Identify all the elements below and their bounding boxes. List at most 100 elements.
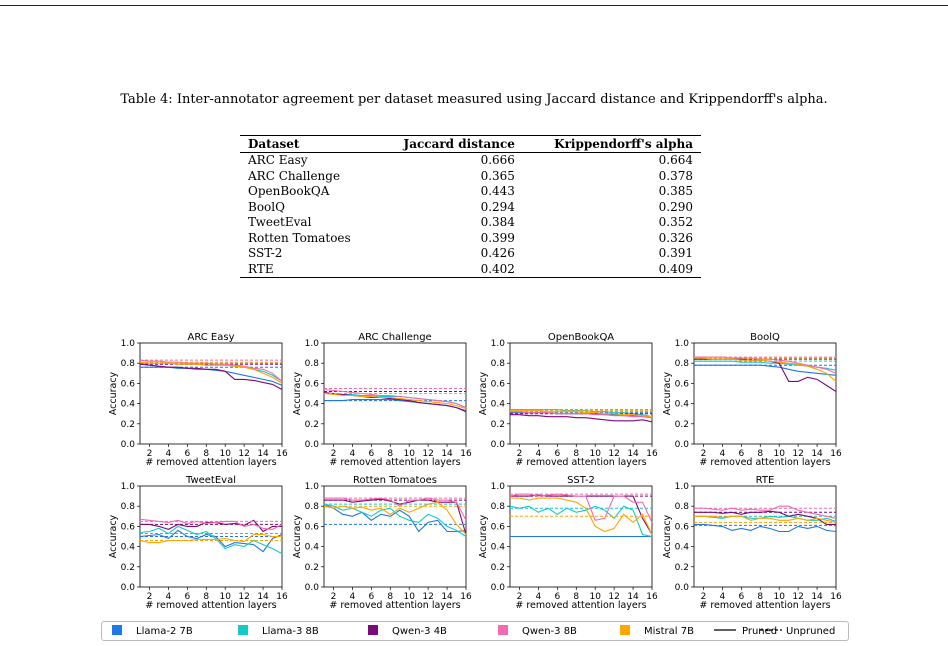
- x-tick-label: 10: [589, 449, 601, 459]
- x-tick-label: 12: [238, 592, 249, 602]
- cell-alpha: 0.326: [658, 230, 693, 245]
- x-tick-label: 16: [646, 449, 658, 459]
- cell-alpha: 0.409: [658, 261, 693, 276]
- y-axis-label: Accuracy: [108, 514, 119, 558]
- y-tick-label: 0.8: [491, 359, 506, 369]
- pruned-line: [694, 515, 837, 522]
- cell-alpha: 0.664: [658, 153, 693, 167]
- pruned-line: [139, 361, 283, 384]
- x-tick-label: 10: [773, 592, 785, 602]
- y-tick-label: 0.8: [305, 359, 320, 369]
- table-row: OpenBookQA 0.443 0.385: [240, 184, 701, 200]
- y-tick-label: 0.8: [491, 502, 506, 512]
- y-tick-label: 0.0: [491, 583, 506, 593]
- x-tick-label: 4: [350, 592, 356, 602]
- pruned-line: [694, 510, 836, 525]
- cell-dataset: TweetEval: [248, 215, 312, 229]
- cell-dataset: Rotten Tomatoes: [248, 230, 351, 245]
- y-axis-label: Accuracy: [478, 371, 489, 415]
- x-tick-label: 8: [203, 592, 209, 602]
- x-tick-label: 6: [738, 592, 744, 602]
- legend-swatch: [112, 625, 122, 635]
- panel-frame: [509, 342, 653, 445]
- panel-frame: [139, 342, 283, 445]
- y-axis-label: Accuracy: [108, 371, 119, 415]
- cell-dataset: ARC Easy: [248, 153, 308, 167]
- legend-label: Qwen-3 8B: [522, 626, 577, 637]
- y-tick-label: 0.2: [491, 420, 505, 430]
- table-row: BoolQ 0.294 0.290: [240, 200, 701, 216]
- x-tick-label: 16: [460, 592, 472, 602]
- y-tick-label: 0.8: [121, 359, 136, 369]
- y-axis-label: Accuracy: [292, 514, 303, 558]
- y-tick-label: 0.2: [121, 563, 135, 573]
- panel-title: Rotten Tomatoes: [353, 475, 437, 486]
- pruned-line: [694, 505, 837, 519]
- panel-title: RTE: [756, 475, 775, 486]
- y-tick-label: 1.0: [675, 482, 690, 492]
- x-tick-label: 4: [536, 449, 542, 459]
- pruned-line: [323, 392, 467, 410]
- legend-label: Llama-2 7B: [136, 626, 193, 637]
- y-tick-label: 1.0: [491, 482, 506, 492]
- x-tick-label: 4: [720, 449, 726, 459]
- x-tick-label: 10: [219, 592, 231, 602]
- cell-jaccard: 0.426: [480, 246, 515, 260]
- x-tick-label: 2: [331, 449, 337, 459]
- y-tick-label: 0.4: [305, 543, 320, 553]
- x-tick-label: 14: [811, 449, 823, 459]
- pruned-line: [694, 523, 837, 533]
- y-tick-label: 0.4: [121, 543, 136, 553]
- pruned-line: [139, 525, 283, 555]
- x-tick-label: 4: [350, 449, 356, 459]
- legend-label: Mistral 7B: [644, 626, 694, 637]
- x-tick-label: 4: [536, 592, 542, 602]
- x-axis-label: # removed attention layers: [145, 600, 276, 611]
- table-row: TweetEval 0.384 0.352: [240, 215, 701, 231]
- y-tick-label: 0.8: [305, 502, 320, 512]
- x-tick-label: 16: [276, 449, 288, 459]
- x-tick-label: 4: [166, 449, 172, 459]
- y-axis-label: Accuracy: [662, 371, 673, 415]
- table-caption: Table 4: Inter-annotator agreement per d…: [120, 92, 828, 107]
- header-dataset: Dataset: [240, 135, 377, 153]
- x-tick-label: 4: [166, 592, 172, 602]
- y-tick-label: 0.2: [305, 420, 319, 430]
- y-tick-label: 0.4: [121, 400, 136, 410]
- cell-jaccard: 0.666: [480, 153, 515, 167]
- x-tick-label: 12: [792, 592, 803, 602]
- x-tick-label: 14: [811, 592, 823, 602]
- header-krippendorff: Krippendorff's alpha: [522, 135, 701, 153]
- y-tick-label: 0.8: [121, 502, 136, 512]
- x-tick-label: 12: [422, 592, 433, 602]
- legend-label: Llama-3 8B: [262, 626, 319, 637]
- y-tick-label: 0.2: [121, 420, 135, 430]
- y-axis-label: Accuracy: [292, 371, 303, 415]
- table-header-row: Dataset Jaccard distance Krippendorff's …: [240, 135, 701, 153]
- pruned-line: [694, 358, 837, 392]
- y-tick-label: 0.4: [675, 543, 690, 553]
- x-tick-label: 2: [147, 592, 153, 602]
- table-row: ARC Easy 0.666 0.664: [240, 153, 701, 169]
- y-tick-label: 0.6: [491, 522, 506, 532]
- pruned-line: [694, 356, 837, 374]
- x-tick-label: 6: [184, 592, 190, 602]
- cell-jaccard: 0.294: [480, 199, 515, 214]
- table-row: ARC Challenge 0.365 0.378: [240, 169, 701, 185]
- y-tick-label: 0.2: [491, 563, 505, 573]
- x-tick-label: 2: [517, 449, 523, 459]
- y-tick-label: 0.0: [121, 440, 136, 450]
- pruned-line: [510, 410, 653, 418]
- y-tick-label: 0.4: [491, 400, 506, 410]
- x-tick-label: 6: [738, 449, 744, 459]
- x-tick-label: 8: [757, 449, 763, 459]
- y-tick-label: 0.0: [675, 440, 690, 450]
- y-tick-label: 1.0: [121, 339, 136, 349]
- y-tick-label: 1.0: [675, 339, 690, 349]
- y-tick-label: 1.0: [121, 482, 136, 492]
- x-axis-label: # removed attention layers: [329, 457, 460, 468]
- pruned-line: [510, 411, 653, 419]
- y-tick-label: 0.0: [305, 583, 320, 593]
- y-tick-label: 0.6: [305, 379, 320, 389]
- cell-alpha: 0.385: [658, 184, 693, 198]
